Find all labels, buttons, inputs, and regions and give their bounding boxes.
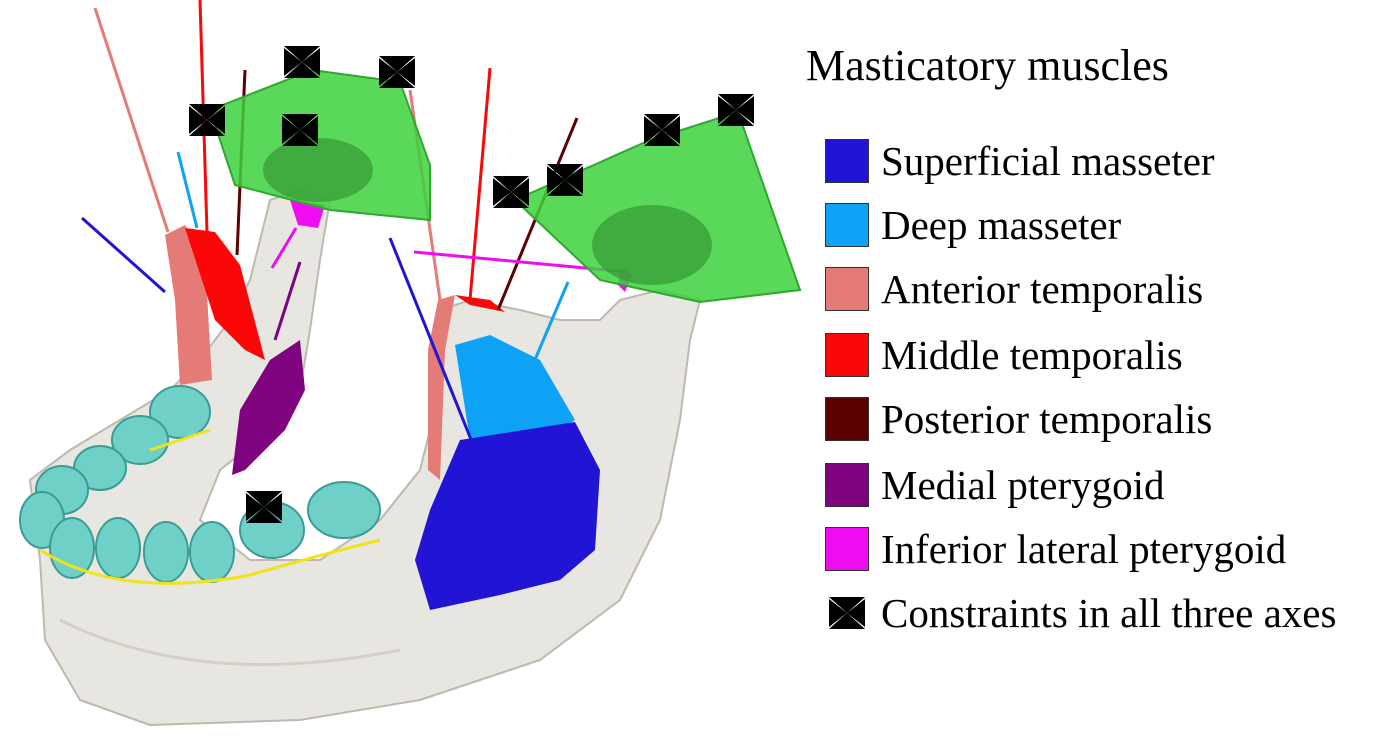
legend-item-constraints: Constraints in all three axes	[825, 590, 1336, 636]
muscle-lines	[81, 0, 629, 443]
constraint-icon	[246, 491, 282, 523]
constraint-icon	[493, 176, 529, 208]
legend-label: Deep masseter	[881, 202, 1122, 248]
legend-item-inferior-lateral-pterygoid: Inferior lateral pterygoid	[825, 526, 1286, 572]
legend-item-middle-temporalis: Middle temporalis	[825, 332, 1183, 378]
middle-temporalis-left	[185, 228, 265, 360]
medial-pterygoid-left	[232, 340, 305, 475]
legend-item-superficial-masseter: Superficial masseter	[825, 138, 1215, 184]
legend-swatch	[825, 203, 869, 247]
constraint-icon	[547, 164, 583, 196]
legend-swatch	[825, 463, 869, 507]
middle-temporalis-right	[455, 295, 505, 312]
legend-item-posterior-temporalis: Posterior temporalis	[825, 396, 1212, 442]
legend-label: Middle temporalis	[881, 332, 1183, 378]
legend-label: Anterior temporalis	[881, 266, 1204, 312]
legend-item-deep-masseter: Deep masseter	[825, 202, 1121, 248]
anterior-temporalis-right	[428, 295, 455, 480]
gumline	[39, 428, 381, 585]
constraint-icon	[644, 114, 680, 146]
muscle-regions	[165, 200, 632, 610]
legend-swatch	[825, 333, 869, 377]
legend-item-medial-pterygoid: Medial pterygoid	[825, 462, 1165, 508]
legend-label: Inferior lateral pterygoid	[881, 526, 1287, 572]
legend-label: Medial pterygoid	[881, 462, 1165, 508]
legend-swatch	[825, 139, 869, 183]
legend-label: Superficial masseter	[881, 138, 1215, 184]
legend-title: Masticatory muscles	[806, 41, 1169, 90]
deep-masseter-right	[455, 335, 575, 440]
legend-label: Posterior temporalis	[881, 396, 1213, 442]
legend-swatch	[825, 267, 869, 311]
legend-swatch	[825, 397, 869, 441]
constraint-icon	[718, 94, 754, 126]
bowtie-constraint-icon	[829, 597, 865, 629]
legend-item-anterior-temporalis: Anterior temporalis	[825, 266, 1203, 312]
legend-swatch	[825, 527, 869, 571]
joint-boxes	[208, 68, 802, 304]
legend-label: Constraints in all three axes	[881, 590, 1337, 636]
superficial-masseter-right	[415, 422, 600, 610]
